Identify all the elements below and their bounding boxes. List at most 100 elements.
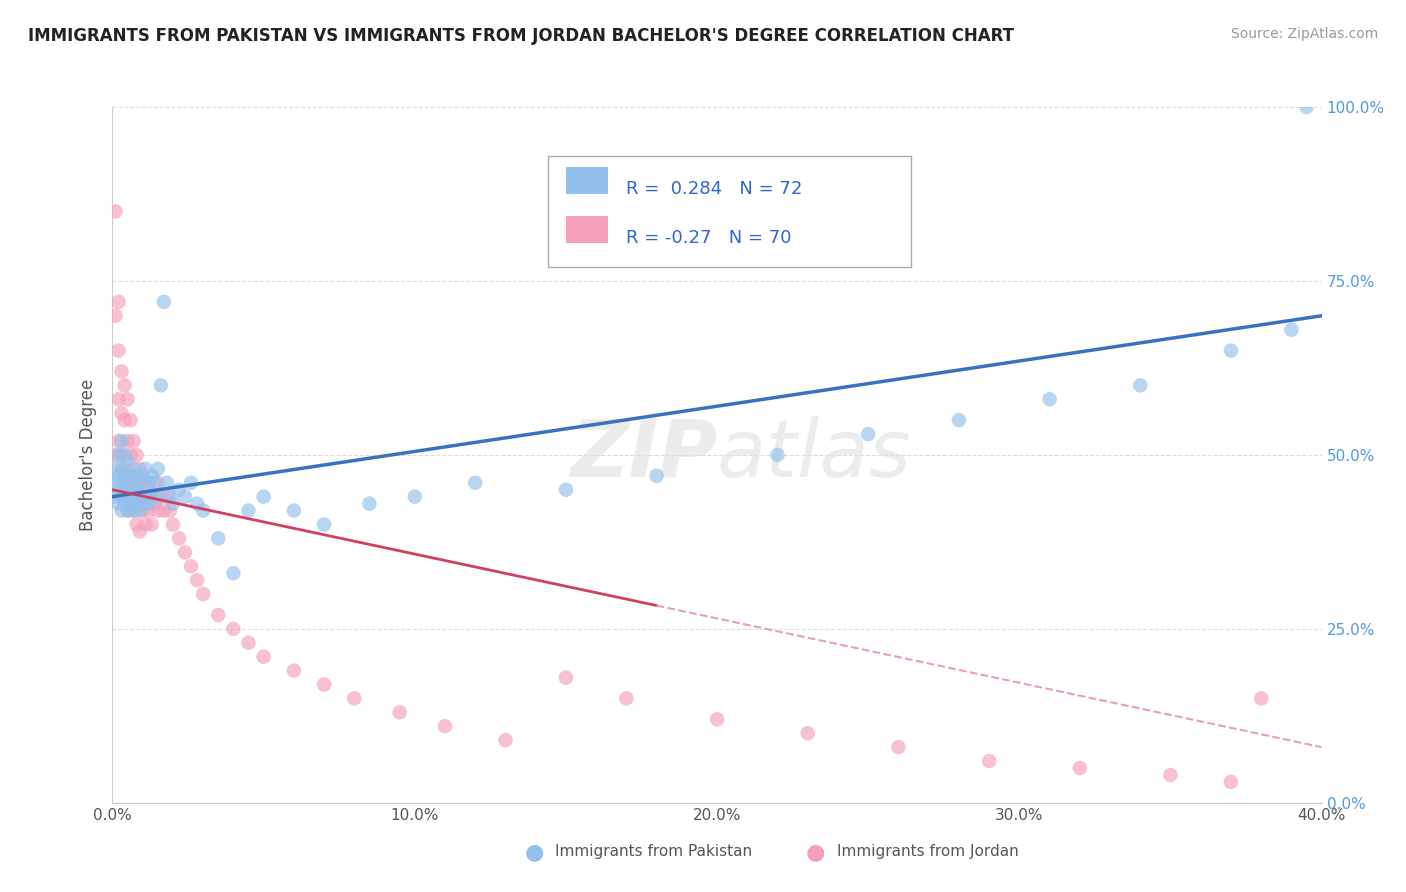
Point — [138, 497, 160, 511]
Point — [110, 406, 132, 420]
Point — [186, 497, 208, 511]
Point — [117, 475, 139, 490]
Text: R = -0.27   N = 70: R = -0.27 N = 70 — [626, 229, 792, 247]
Point — [128, 475, 150, 490]
FancyBboxPatch shape — [565, 167, 609, 194]
Point — [167, 483, 190, 497]
Point — [120, 497, 142, 511]
Point — [283, 503, 305, 517]
Point — [1295, 100, 1317, 114]
Point — [107, 497, 129, 511]
Point — [153, 294, 176, 309]
FancyBboxPatch shape — [565, 216, 609, 243]
Point — [796, 726, 818, 740]
Point — [120, 413, 142, 427]
Point — [616, 691, 638, 706]
Point — [1159, 768, 1181, 782]
Point — [1250, 691, 1272, 706]
Point — [149, 490, 172, 504]
Text: ●: ● — [806, 842, 825, 862]
Point — [114, 462, 136, 476]
Point — [114, 468, 136, 483]
Point — [146, 490, 169, 504]
Point — [110, 503, 132, 517]
Point — [107, 392, 129, 407]
Point — [143, 497, 166, 511]
Point — [128, 503, 150, 517]
Text: ●: ● — [524, 842, 544, 862]
Point — [238, 503, 260, 517]
Text: Source: ZipAtlas.com: Source: ZipAtlas.com — [1230, 27, 1378, 41]
Point — [132, 475, 155, 490]
Point — [156, 475, 179, 490]
Point — [141, 517, 163, 532]
Point — [1069, 761, 1091, 775]
Text: Immigrants from Pakistan: Immigrants from Pakistan — [555, 845, 752, 859]
Point — [117, 468, 139, 483]
Point — [706, 712, 728, 726]
Point — [122, 490, 145, 504]
Point — [1129, 378, 1152, 392]
Point — [120, 468, 142, 483]
Point — [110, 434, 132, 448]
Point — [125, 497, 148, 511]
Point — [1220, 775, 1243, 789]
Point — [128, 497, 150, 511]
Point — [1038, 392, 1062, 407]
Point — [180, 559, 202, 574]
Point — [143, 475, 166, 490]
Point — [135, 462, 157, 476]
Text: atlas: atlas — [717, 416, 912, 494]
Point — [110, 448, 132, 462]
Point — [122, 468, 145, 483]
Point — [162, 517, 184, 532]
Point — [107, 343, 129, 358]
Text: R =  0.284   N = 72: R = 0.284 N = 72 — [626, 180, 803, 198]
Point — [174, 545, 197, 559]
Point — [107, 294, 129, 309]
Point — [141, 490, 163, 504]
Text: IMMIGRANTS FROM PAKISTAN VS IMMIGRANTS FROM JORDAN BACHELOR'S DEGREE CORRELATION: IMMIGRANTS FROM PAKISTAN VS IMMIGRANTS F… — [28, 27, 1014, 45]
Point — [117, 503, 139, 517]
Point — [104, 462, 127, 476]
Point — [117, 503, 139, 517]
Point — [122, 503, 145, 517]
Y-axis label: Bachelor's Degree: Bachelor's Degree — [79, 379, 97, 531]
Point — [146, 462, 169, 476]
Point — [132, 468, 155, 483]
Point — [359, 497, 381, 511]
Point — [253, 649, 276, 664]
Point — [128, 490, 150, 504]
Point — [135, 490, 157, 504]
Point — [114, 448, 136, 462]
Point — [107, 434, 129, 448]
Point — [856, 427, 880, 442]
Point — [104, 490, 127, 504]
Point — [132, 503, 155, 517]
Point — [125, 468, 148, 483]
Point — [114, 483, 136, 497]
Point — [110, 462, 132, 476]
Point — [120, 483, 142, 497]
Point — [554, 671, 576, 685]
Point — [343, 691, 366, 706]
Point — [314, 517, 336, 532]
Point — [107, 468, 129, 483]
Point — [174, 490, 197, 504]
Point — [120, 448, 142, 462]
Point — [1279, 323, 1302, 337]
Point — [104, 475, 127, 490]
Point — [122, 503, 145, 517]
Point — [107, 483, 129, 497]
Point — [464, 475, 486, 490]
Point — [977, 754, 1000, 768]
Point — [948, 413, 970, 427]
Point — [156, 490, 179, 504]
Point — [146, 475, 169, 490]
Point — [404, 490, 426, 504]
Point — [159, 490, 181, 504]
Point — [138, 475, 160, 490]
Point — [887, 740, 910, 755]
Point — [141, 468, 163, 483]
Point — [238, 636, 260, 650]
